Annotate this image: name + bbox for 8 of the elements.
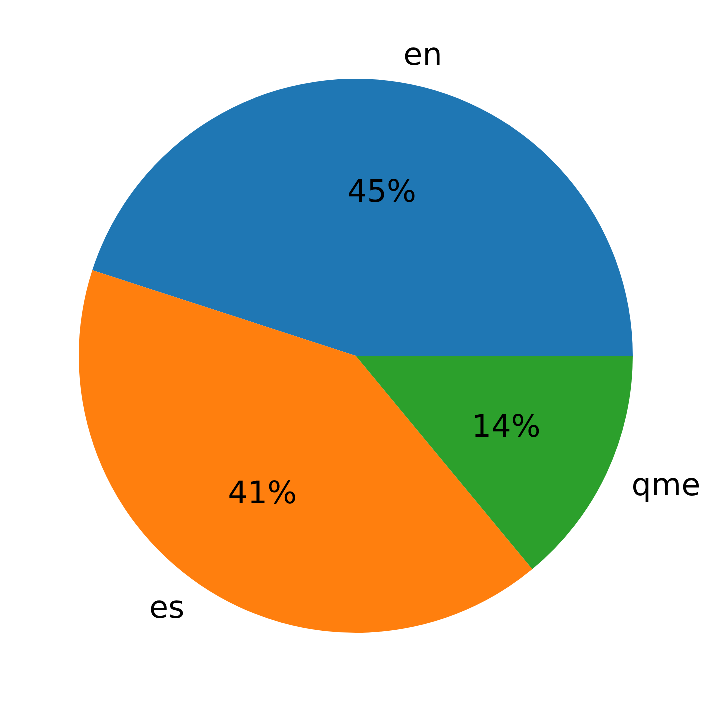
- pie-slice: [356, 356, 633, 570]
- slice-label: qme: [632, 468, 701, 504]
- pie-slice: [92, 79, 633, 356]
- data-label: 14%: [472, 408, 541, 445]
- data-label: 45%: [348, 174, 416, 210]
- data-label: 41%: [228, 475, 298, 512]
- slice-label: en: [404, 37, 442, 74]
- slice-label: es: [150, 590, 185, 626]
